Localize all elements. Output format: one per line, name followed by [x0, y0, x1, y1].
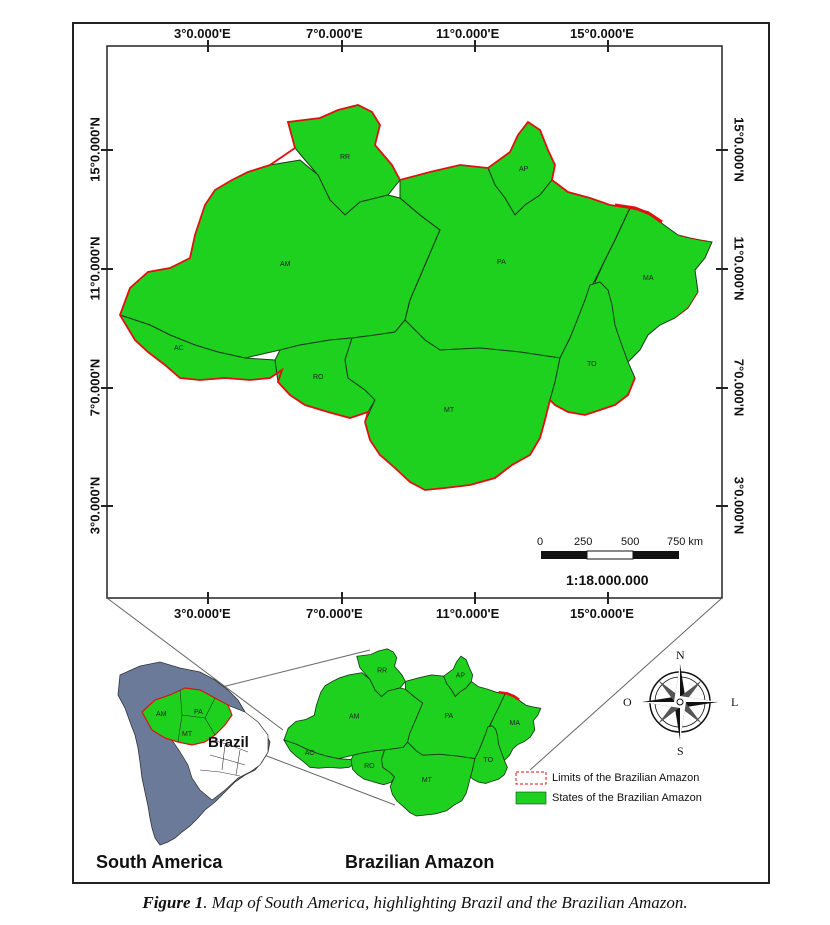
inset-label-ma: MA — [510, 720, 521, 727]
mini-label-pa: PA — [194, 709, 203, 716]
lat-label-left-3: 7°0.000'N — [87, 358, 103, 417]
state-labels-main: RR AP AM PA MA AC RO MT TO — [174, 154, 654, 414]
scale-tick-750: 750 km — [667, 536, 704, 548]
lat-label-right-2: 11°0.000'N — [731, 236, 747, 301]
legend-states-label: States of the Brazilian Amazon — [552, 792, 702, 804]
label-mt: MT — [444, 407, 455, 414]
amazon-limit-border — [119, 104, 661, 491]
label-to: TO — [587, 361, 597, 368]
lon-label-bottom-1: 3°0.000'E — [174, 606, 231, 621]
lat-label-right-4: 3°0.000'N — [731, 476, 747, 535]
lon-label-top-2: 7°0.000'E — [306, 26, 363, 41]
lat-label-left-2: 11°0.000'N — [87, 236, 103, 301]
label-ac: AC — [174, 345, 184, 352]
lat-label-left-1: 15°0.000'N — [87, 117, 103, 182]
lon-label-top-4: 15°0.000'E — [570, 26, 634, 41]
inset-label-mt: MT — [422, 777, 433, 784]
inset-label-ro: RO — [364, 763, 375, 770]
compass-north: N — [676, 648, 685, 662]
amazon-coast-limit — [614, 203, 663, 224]
inset-label-to: TO — [484, 757, 494, 764]
lat-label-right-1: 15°0.000'N — [731, 117, 747, 182]
compass-rose — [642, 664, 718, 740]
compass-south: S — [677, 744, 684, 758]
lon-label-bottom-3: 11°0.000'E — [436, 606, 500, 621]
lon-label-bottom-2: 7°0.000'E — [306, 606, 363, 621]
inset-label-ap: AP — [456, 673, 466, 680]
legend-states-symbol — [515, 791, 547, 805]
label-pa: PA — [497, 259, 506, 266]
brazilian-amazon-label: Brazilian Amazon — [345, 852, 495, 872]
scale-tick-0: 0 — [537, 536, 544, 548]
label-ap: AP — [519, 166, 529, 173]
amazon-states — [118, 104, 713, 491]
lon-label-top-3: 11°0.000'E — [436, 26, 500, 41]
graticule-ticks — [101, 40, 728, 604]
legend-limits-symbol — [515, 771, 547, 785]
compass-east: L — [731, 695, 739, 709]
south-america-map: AM PA MT — [117, 661, 271, 846]
south-america-label: South America — [96, 852, 223, 872]
brazil-label: Brazil — [208, 734, 249, 751]
lon-label-top-1: 3°0.000'E — [174, 26, 231, 41]
figure-frame — [72, 22, 770, 884]
mini-label-mt: MT — [182, 731, 193, 738]
inset-label-ac: AC — [305, 750, 315, 757]
caption-prefix: Figure 1 — [142, 893, 204, 912]
mini-label-am: AM — [156, 711, 167, 718]
inset-label-pa: PA — [444, 713, 453, 720]
compass-west: O — [623, 695, 632, 709]
label-rr: RR — [340, 154, 350, 161]
label-ma: MA — [643, 275, 654, 282]
scale-tick-250: 250 — [574, 536, 593, 548]
scale-bar — [541, 550, 679, 560]
lat-label-left-4: 3°0.000'N — [87, 476, 103, 535]
caption-text: . Map of South America, highlighting Bra… — [203, 893, 688, 912]
lon-label-bottom-4: 15°0.000'E — [570, 606, 634, 621]
label-ro: RO — [313, 374, 324, 381]
scale-ratio: 1:18.000.000 — [566, 572, 649, 588]
figure-caption: Figure 1. Map of South America, highligh… — [0, 893, 830, 913]
label-am: AM — [280, 261, 291, 268]
scale-tick-500: 500 — [621, 536, 640, 548]
inset-amazon-map: RR AP AM PA MA AC RO MT TO — [282, 648, 542, 817]
legend-limits-label: Limits of the Brazilian Amazon — [552, 772, 700, 784]
inset-label-rr: RR — [377, 667, 387, 674]
inset-label-am: AM — [349, 714, 360, 721]
lat-label-right-3: 7°0.000'N — [731, 358, 747, 417]
